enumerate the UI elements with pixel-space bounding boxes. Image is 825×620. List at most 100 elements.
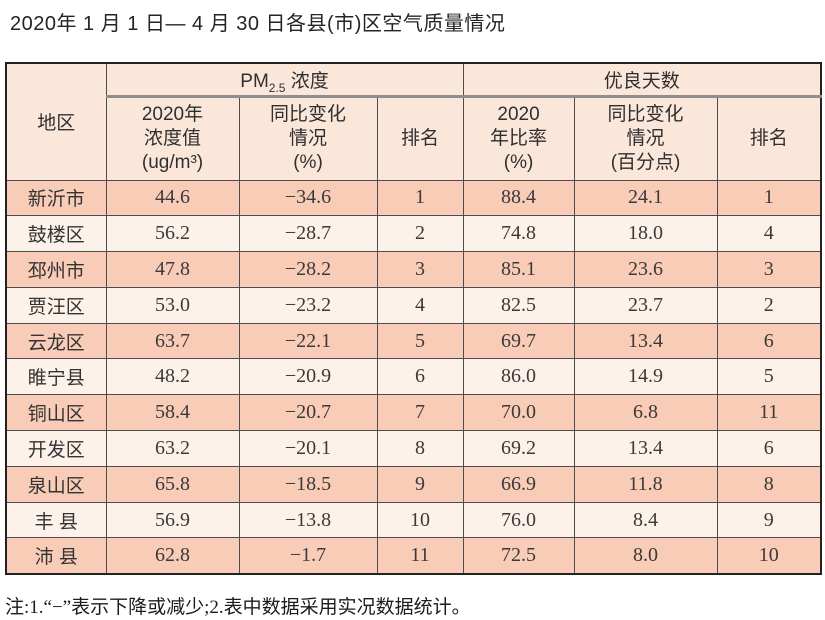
- pm25-change-cell: −34.6: [238, 179, 378, 217]
- good-rank-cell: 3: [716, 251, 822, 288]
- pm25-rank-cell: 8: [376, 430, 464, 467]
- good-ratio-cell: 88.4: [462, 179, 575, 217]
- good-change-cell: 6.8: [573, 394, 718, 432]
- table-row: 沛 县 62.8 −1.7 11 72.5 8.0 10: [5, 537, 822, 575]
- region-cell: 睢宁县: [5, 358, 107, 396]
- region-cell: 开发区: [5, 430, 107, 467]
- good-ratio-cell: 72.5: [462, 537, 575, 575]
- good-change-header: 同比变化 情况 (百分点): [573, 95, 718, 181]
- pm25-change-cell: −1.7: [238, 537, 378, 575]
- header-line: 2020年: [141, 103, 204, 125]
- region-column-header: 地区: [5, 62, 107, 181]
- good-rank-cell: 8: [716, 465, 822, 503]
- pm25-value-cell: 56.9: [105, 501, 240, 539]
- good-change-cell: 23.6: [573, 251, 718, 288]
- pm25-change-cell: −28.2: [238, 251, 378, 288]
- pm25-rank-cell: 9: [376, 465, 464, 503]
- pm25-rank-cell: 10: [376, 501, 464, 539]
- good-rank-cell: 6: [716, 430, 822, 467]
- header-sub-row: 2020年 浓度值 (ug/m³) 同比变化 情况 (%) 排名 2020 年比…: [6, 95, 822, 181]
- table-row: 贾汪区 53.0 −23.2 4 82.5 23.7 2: [5, 286, 822, 324]
- pm25-value-cell: 48.2: [105, 358, 240, 396]
- header-line: 年比率: [490, 127, 548, 149]
- good-change-cell: 13.4: [573, 322, 718, 360]
- pm25-label-suffix: 浓度: [285, 70, 329, 92]
- table-row: 云龙区 63.7 −22.1 5 69.7 13.4 6: [5, 322, 822, 360]
- pm25-change-cell: −20.1: [238, 430, 378, 467]
- pm25-label-prefix: PM: [240, 70, 269, 92]
- pm25-group-header: PM2.5 浓度: [105, 62, 464, 98]
- header-line: (%): [503, 151, 534, 173]
- region-cell: 鼓楼区: [5, 215, 107, 253]
- pm25-change-cell: −20.9: [238, 358, 378, 396]
- good-ratio-cell: 69.2: [462, 430, 575, 467]
- pm25-rank-cell: 3: [376, 251, 464, 288]
- good-ratio-cell: 82.5: [462, 286, 575, 324]
- good-ratio-header: 2020 年比率 (%): [462, 95, 575, 181]
- good-change-cell: 14.9: [573, 358, 718, 396]
- good-change-cell: 11.8: [573, 465, 718, 503]
- good-ratio-cell: 86.0: [462, 358, 575, 396]
- header-line: 情况: [626, 127, 665, 149]
- good-rank-cell: 5: [716, 358, 822, 396]
- pm25-value-cell: 53.0: [105, 286, 240, 324]
- pm25-rank-cell: 5: [376, 322, 464, 360]
- region-cell: 贾汪区: [5, 286, 107, 324]
- region-cell: 沛 县: [5, 537, 107, 575]
- good-rank-cell: 1: [716, 179, 822, 217]
- good-change-cell: 8.0: [573, 537, 718, 575]
- header-line: 2020: [497, 103, 540, 125]
- pm25-value-cell: 63.2: [105, 430, 240, 467]
- pm25-value-cell: 62.8: [105, 537, 240, 575]
- good-rank-cell: 2: [716, 286, 822, 324]
- good-change-cell: 13.4: [573, 430, 718, 467]
- good-change-cell: 23.7: [573, 286, 718, 324]
- header-line: 同比变化: [269, 103, 346, 125]
- pm25-rank-cell: 4: [376, 286, 464, 324]
- header-line: (百分点): [610, 151, 681, 173]
- good-change-cell: 24.1: [573, 179, 718, 217]
- header-line: (%): [293, 151, 323, 173]
- pm25-change-cell: −22.1: [238, 322, 378, 360]
- table-row: 邳州市 47.8 −28.2 3 85.1 23.6 3: [5, 251, 822, 288]
- good-rank-cell: 9: [716, 501, 822, 539]
- table-body: 新沂市 44.6 −34.6 1 88.4 24.1 1 鼓楼区 56.2 −28.7 2 74.8 1…: [5, 179, 822, 575]
- region-cell: 云龙区: [5, 322, 107, 360]
- table-row: 开发区 63.2 −20.1 8 69.2 13.4 6: [5, 430, 822, 467]
- region-cell: 邳州市: [5, 251, 107, 288]
- pm25-rank-header: 排名: [376, 95, 464, 181]
- table-header: 地区 PM2.5 浓度 优良天数 2020年 浓度值 (ug/m³) 同比变化 …: [5, 62, 822, 181]
- header-group-row: 地区 PM2.5 浓度 优良天数: [5, 62, 822, 181]
- pm25-rank-cell: 7: [376, 394, 464, 432]
- pm25-rank-cell: 2: [376, 215, 464, 253]
- pm25-change-cell: −13.8: [238, 501, 378, 539]
- air-quality-table: 地区 PM2.5 浓度 优良天数 2020年 浓度值 (ug/m³) 同比变化 …: [5, 62, 823, 575]
- pm25-change-cell: −28.7: [238, 215, 378, 253]
- good-ratio-cell: 76.0: [462, 501, 575, 539]
- pm25-value-cell: 44.6: [105, 179, 240, 217]
- region-cell: 铜山区: [5, 394, 107, 432]
- pm25-change-cell: −23.2: [238, 286, 378, 324]
- table-row: 新沂市 44.6 −34.6 1 88.4 24.1 1: [5, 179, 822, 217]
- good-days-group-header: 优良天数: [462, 62, 822, 98]
- pm25-label-subscript: 2.5: [268, 80, 286, 95]
- table-row: 丰 县 56.9 −13.8 10 76.0 8.4 9: [5, 501, 822, 539]
- good-ratio-cell: 66.9: [462, 465, 575, 503]
- table-row: 铜山区 58.4 −20.7 7 70.0 6.8 11: [5, 394, 822, 432]
- region-cell: 泉山区: [5, 465, 107, 503]
- pm25-rank-cell: 1: [376, 179, 464, 217]
- pm25-value-cell: 47.8: [105, 251, 240, 288]
- table-row: 泉山区 65.8 −18.5 9 66.9 11.8 8: [5, 465, 822, 503]
- pm25-change-cell: −20.7: [238, 394, 378, 432]
- pm25-change-cell: −18.5: [238, 465, 378, 503]
- pm25-value-cell: 56.2: [105, 215, 240, 253]
- region-cell: 丰 县: [5, 501, 107, 539]
- region-cell: 新沂市: [5, 179, 107, 217]
- pm25-value-cell: 58.4: [105, 394, 240, 432]
- good-rank-cell: 10: [716, 537, 822, 575]
- good-ratio-cell: 70.0: [462, 394, 575, 432]
- good-change-cell: 18.0: [573, 215, 718, 253]
- good-rank-cell: 11: [716, 394, 822, 432]
- table-row: 鼓楼区 56.2 −28.7 2 74.8 18.0 4: [5, 215, 822, 253]
- good-rank-cell: 4: [716, 215, 822, 253]
